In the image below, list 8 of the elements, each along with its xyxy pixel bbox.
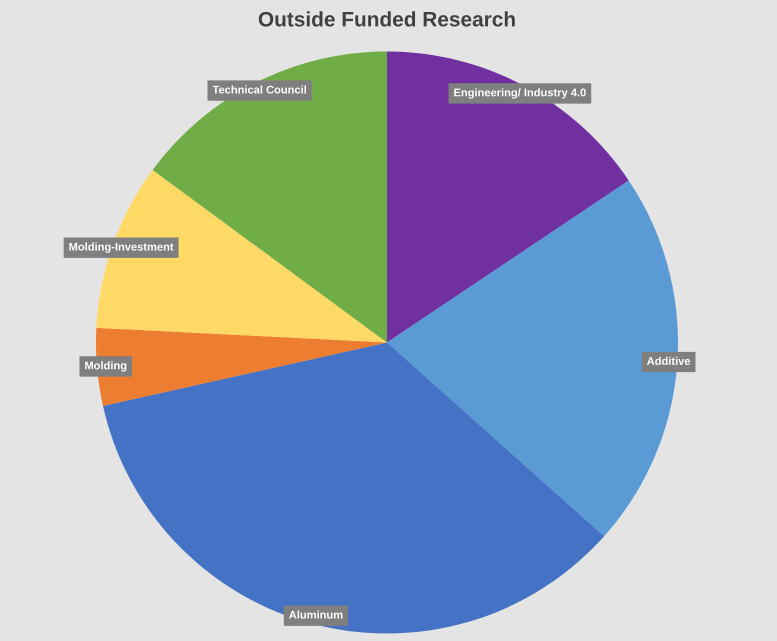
- pie-slice: [387, 52, 629, 342]
- slice-label: Technical Council: [212, 85, 306, 94]
- slice-label: Aluminum: [289, 610, 342, 619]
- slice-label: Molding-Investment: [69, 242, 174, 253]
- slice-label: Additive: [646, 356, 690, 365]
- slice-label: Molding: [85, 361, 126, 372]
- chart-title: Outside Funded Research: [258, 11, 515, 27]
- slice-label: Engineering/ Industry 4.0: [454, 88, 586, 99]
